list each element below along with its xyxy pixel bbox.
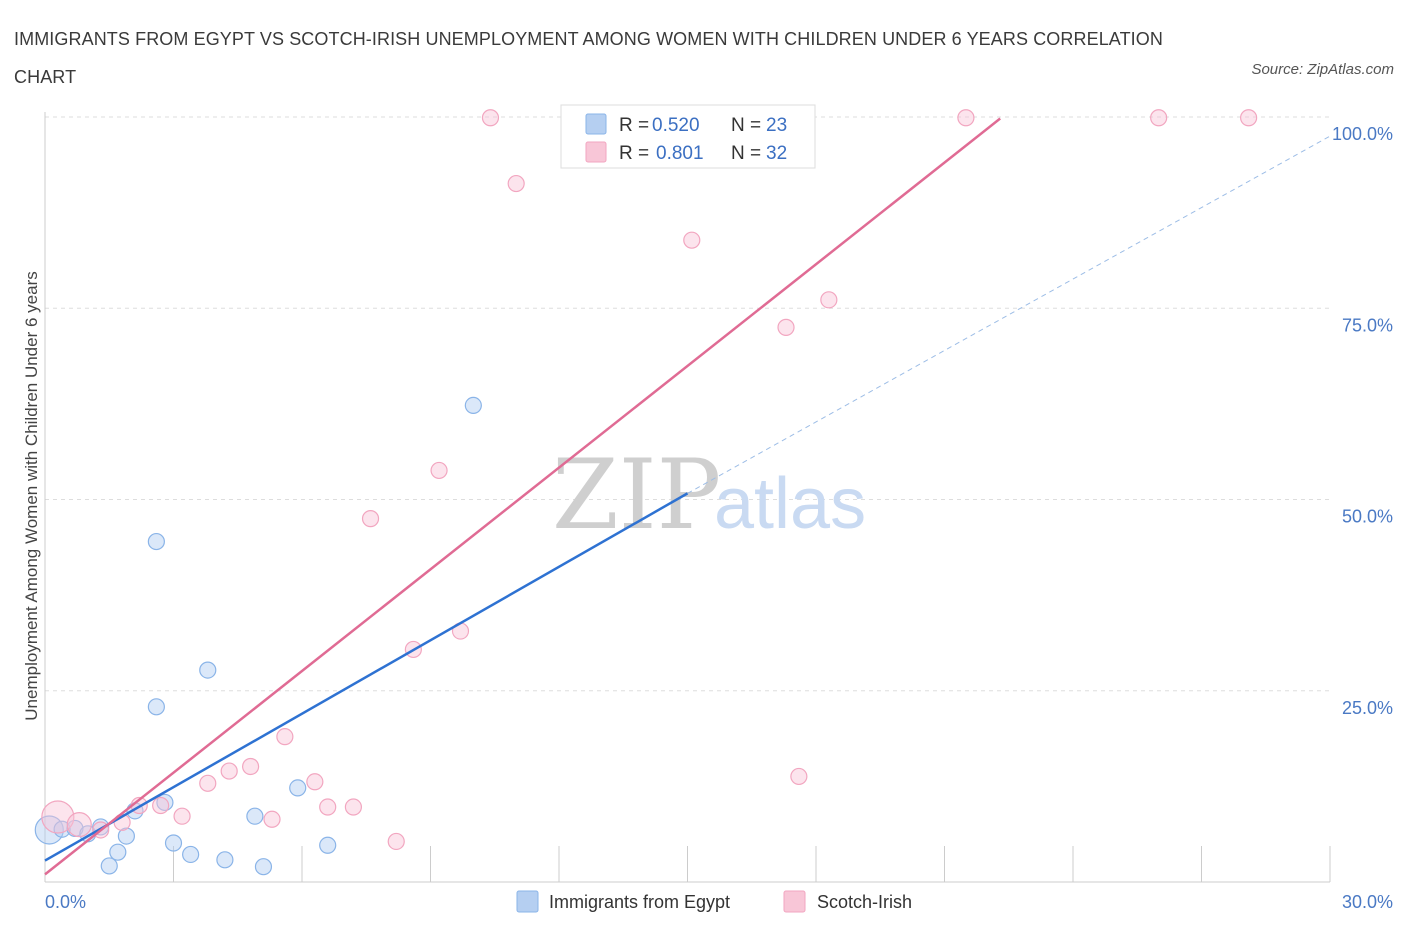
- legend-n-value-scotch-irish: 32: [766, 143, 787, 164]
- point-scotch-irish-28: [820, 291, 838, 309]
- legend-n-value-egypt: 23: [766, 115, 787, 136]
- point-egypt-14: [199, 661, 217, 679]
- point-egypt-18: [289, 779, 307, 797]
- trend-line-scotch-irish: [44, 117, 1001, 876]
- source-credit: Source: ZipAtlas.com: [1251, 61, 1394, 78]
- legend-r-value-egypt: 0.520: [652, 115, 700, 136]
- legend-swatch-scotch-irish: [585, 141, 607, 163]
- legend-r-label-scotch-irish: R =: [619, 143, 649, 164]
- point-egypt-17: [254, 858, 273, 876]
- point-egypt-9: [147, 532, 165, 551]
- point-egypt-5: [100, 857, 118, 875]
- trend-line-egypt: [44, 492, 689, 862]
- point-scotch-irish-1: [66, 812, 92, 838]
- watermark-zip: ZIP: [552, 439, 721, 551]
- bottom-legend-swatch-scotch-irish: [783, 890, 806, 913]
- point-scotch-irish-8: [220, 762, 238, 780]
- point-scotch-irish-27: [790, 767, 808, 786]
- legend-n-label-scotch-irish: N =: [731, 143, 761, 164]
- bottom-legend: Immigrants from Egypt Scotch-Irish: [516, 890, 912, 913]
- y-tick-label-1: 50.0%: [1342, 507, 1393, 527]
- y-tick-label-0: 25.0%: [1342, 698, 1393, 718]
- chart-title: IMMIGRANTS FROM EGYPT VS SCOTCH-IRISH UN…: [14, 29, 1163, 87]
- point-scotch-irish-31: [1240, 109, 1258, 127]
- watermark: ZIP atlas: [552, 439, 866, 551]
- watermark-atlas: atlas: [714, 464, 866, 544]
- point-egypt-12: [164, 834, 183, 852]
- legend-r-label-egypt: R =: [619, 115, 649, 136]
- point-scotch-irish-15: [361, 510, 380, 528]
- point-scotch-irish-10: [263, 810, 281, 828]
- point-scotch-irish-5: [152, 796, 170, 815]
- legend-n-label-egypt: N =: [731, 115, 761, 136]
- x-tick-label-0: 0.0%: [45, 892, 86, 912]
- point-scotch-irish-16: [387, 832, 405, 851]
- point-scotch-irish-9: [242, 757, 260, 776]
- bottom-legend-label-egypt: Immigrants from Egypt: [549, 892, 730, 912]
- point-scotch-irish-7: [199, 774, 217, 792]
- point-scotch-irish-29: [957, 109, 975, 127]
- point-scotch-irish-26: [777, 318, 795, 336]
- point-scotch-irish-14: [344, 798, 362, 816]
- point-egypt-7: [117, 827, 135, 845]
- grid-lines: [45, 116, 1330, 692]
- point-egypt-15: [216, 851, 234, 869]
- point-egypt-10: [147, 698, 165, 716]
- trend-lines: [44, 117, 1331, 876]
- point-scotch-irish-11: [276, 728, 294, 746]
- point-scotch-irish-18: [430, 461, 448, 480]
- legend: R = 0.520 N = 23 R = 0.801 N = 32: [560, 104, 816, 169]
- point-scotch-irish-20: [481, 109, 500, 127]
- bottom-legend-label-scotch-irish: Scotch-Irish: [817, 892, 912, 912]
- trend-line-egypt-extension: [687, 135, 1331, 494]
- point-scotch-irish-30: [1150, 109, 1168, 127]
- legend-r-value-scotch-irish: 0.801: [656, 143, 704, 164]
- point-scotch-irish-21: [507, 174, 525, 193]
- point-scotch-irish-13: [319, 798, 337, 816]
- bottom-legend-swatch-egypt: [516, 890, 539, 913]
- y-tick-label-2: 75.0%: [1342, 315, 1393, 335]
- point-scotch-irish-24: [683, 231, 701, 249]
- point-egypt-16: [246, 807, 264, 825]
- point-egypt-13: [182, 845, 200, 864]
- point-scotch-irish-12: [306, 773, 324, 791]
- point-egypt-19: [319, 836, 337, 854]
- legend-swatch-egypt: [585, 113, 607, 135]
- x-tick-label-1: 30.0%: [1342, 892, 1393, 912]
- y-tick-label-3: 100.0%: [1332, 124, 1393, 144]
- point-egypt-20: [464, 396, 482, 415]
- point-egypt-6: [109, 843, 127, 861]
- point-scotch-irish-6: [173, 807, 191, 825]
- point-scotch-irish-0: [41, 800, 75, 834]
- y-axis-title: Unemployment Among Women with Children U…: [22, 271, 41, 720]
- axes: 25.0% 50.0% 75.0% 100.0% 0.0% 30.0%: [44, 112, 1393, 912]
